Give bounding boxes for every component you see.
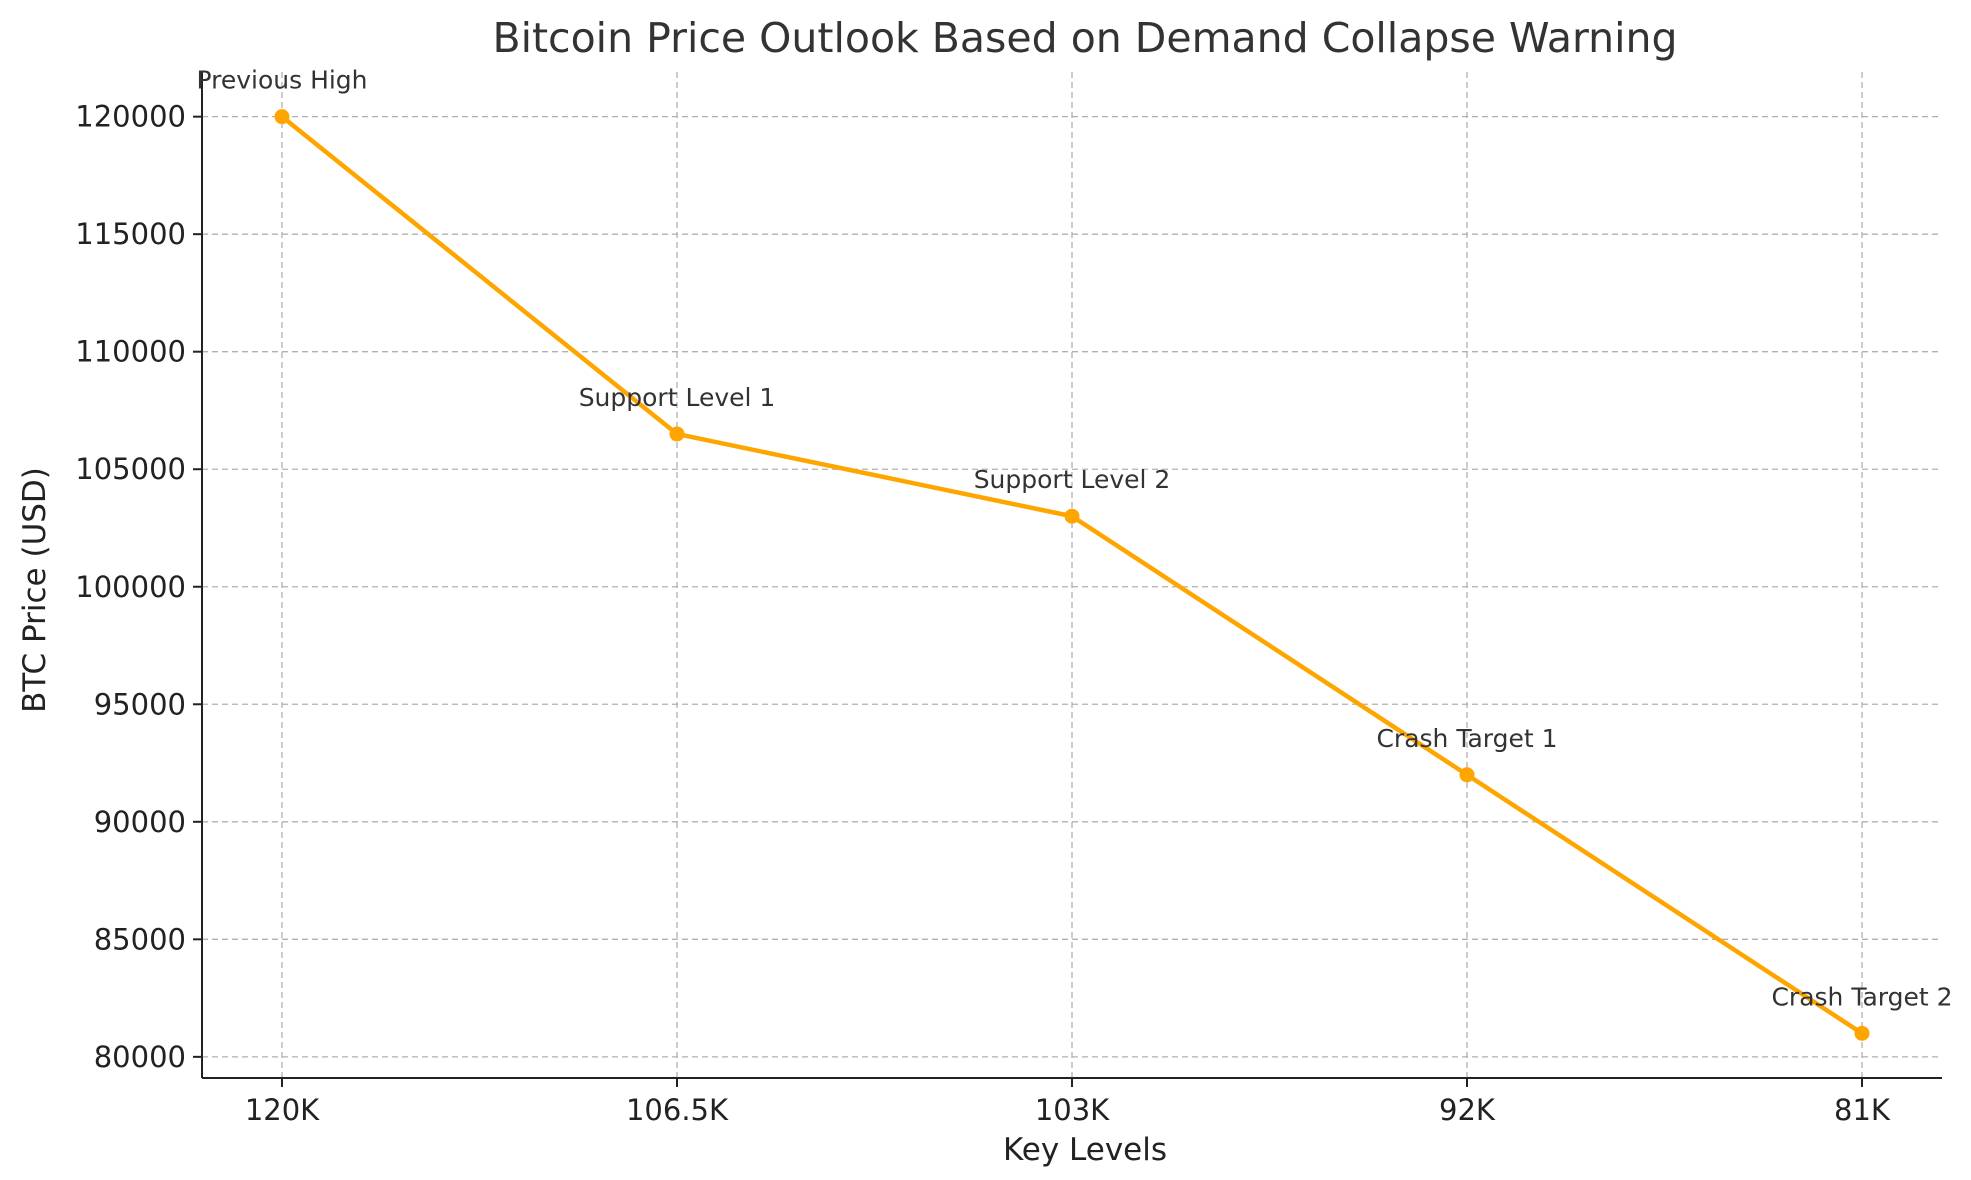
data-point [1064,508,1080,524]
data-point [1459,767,1475,783]
series-group [274,109,1870,1041]
y-tick-label: 105000 [75,452,186,486]
y-tick-label: 100000 [75,570,186,604]
x-tick-label: 103K [1035,1093,1110,1127]
y-axis-ticks: 80000 85000 90000 95000 100000 105000 110000 11… [75,100,202,1074]
point-annotation: Support Level 2 [974,465,1171,494]
y-tick-label: 90000 [94,805,186,839]
y-tick-label: 85000 [94,922,186,956]
point-annotation: Crash Target 1 [1376,724,1557,753]
point-annotation: Support Level 1 [579,383,776,412]
point-annotation: Previous High [196,66,367,95]
y-tick-label: 120000 [75,100,186,134]
x-tick-label: 120K [245,1093,320,1127]
y-tick-label: 80000 [94,1040,186,1074]
chart-title: Bitcoin Price Outlook Based on Demand Co… [492,14,1677,62]
data-point [1854,1025,1870,1041]
data-point [669,426,685,442]
x-tick-label: 106.5K [626,1093,729,1127]
x-axis-ticks: 120K 106.5K 103K 92K 81K [245,1078,1891,1127]
y-tick-label: 110000 [75,335,186,369]
x-axis-label: Key Levels [1003,1132,1167,1168]
y-tick-label: 115000 [75,217,186,251]
x-tick-label: 92K [1439,1093,1496,1127]
data-point [274,109,290,125]
point-annotation: Crash Target 2 [1771,982,1952,1011]
grid-lines [202,72,1942,1078]
x-tick-label: 81K [1834,1093,1891,1127]
y-axis-label: BTC Price (USD) [17,467,53,713]
y-tick-label: 95000 [94,687,186,721]
point-annotations: Previous High Support Level 1 Support Leve… [196,66,1952,1012]
